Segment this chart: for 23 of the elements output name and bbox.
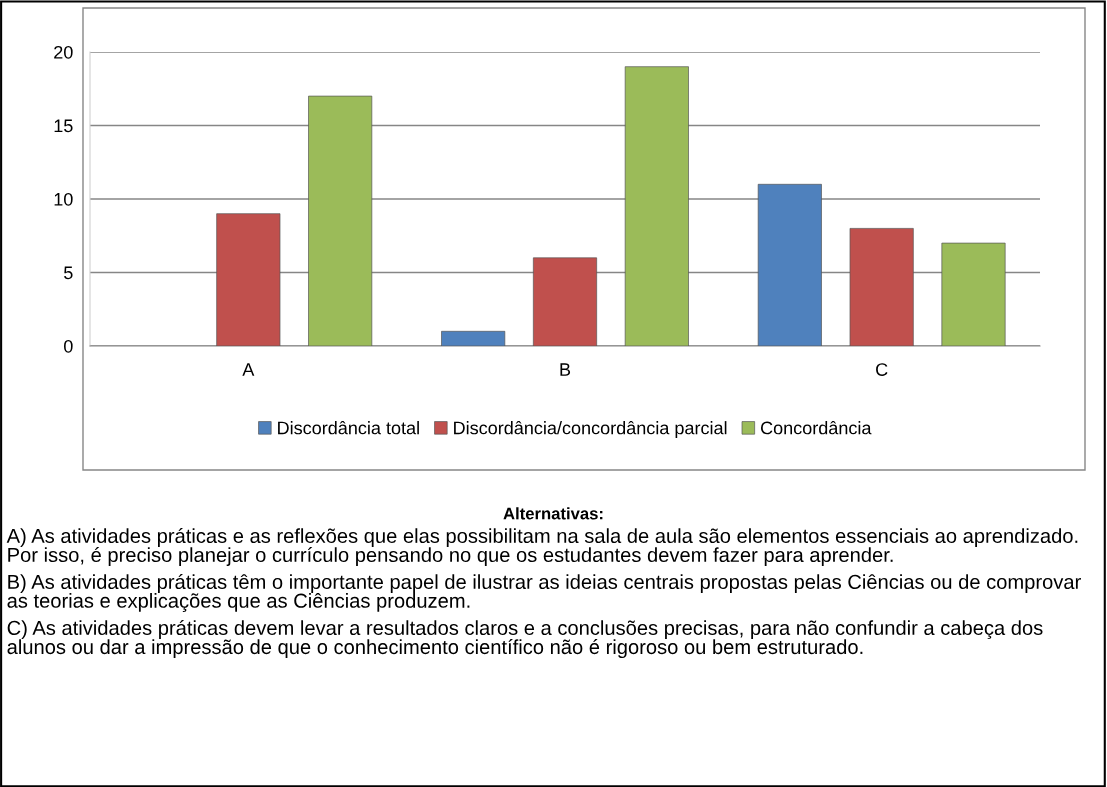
bar xyxy=(849,228,914,346)
bar xyxy=(308,95,373,346)
y-tick-label: 20 xyxy=(54,45,73,59)
y-tick-label: 10 xyxy=(54,192,73,206)
bar xyxy=(216,213,281,346)
x-tick-label: A xyxy=(242,363,255,376)
y-tick-label: 0 xyxy=(64,339,73,353)
y-tick-label: 5 xyxy=(64,266,73,280)
legend-label: Discordância total xyxy=(278,421,419,435)
x-tick-label: C xyxy=(876,363,888,376)
bar xyxy=(941,242,1006,346)
x-tick-label: B xyxy=(560,363,571,376)
legend-label: Discordância/concordância parcial xyxy=(454,421,727,438)
text: C) As atividades práticas devem levar a resultados claros e a conclusões precisas, para não confundir a cabeça dos alunos ou dar a impressão de que o conhecimento científico não é rigoroso ou bem estruturado. xyxy=(7,620,1043,659)
legend-label: Concordância xyxy=(760,421,872,435)
y-tick-label: 15 xyxy=(54,119,73,133)
text: Alternativas: xyxy=(503,507,603,520)
text: A) As atividades práticas e as reflexões que elas possibilitam na sala de aula são elementos essenciais ao aprendizado. Por isso, é preciso planejar o currículo pensando no que os estudantes devem fazer para aprender. xyxy=(6,528,1078,567)
bar xyxy=(532,257,598,346)
bar xyxy=(624,66,689,346)
text: B) As atividades práticas têm o importante papel de ilustrar as ideias centrais propostas pelas Ciências ou de comprovar as teorias e explicações que as Ciências produzem. xyxy=(7,574,1081,612)
bar xyxy=(757,183,822,346)
bar xyxy=(441,330,506,346)
